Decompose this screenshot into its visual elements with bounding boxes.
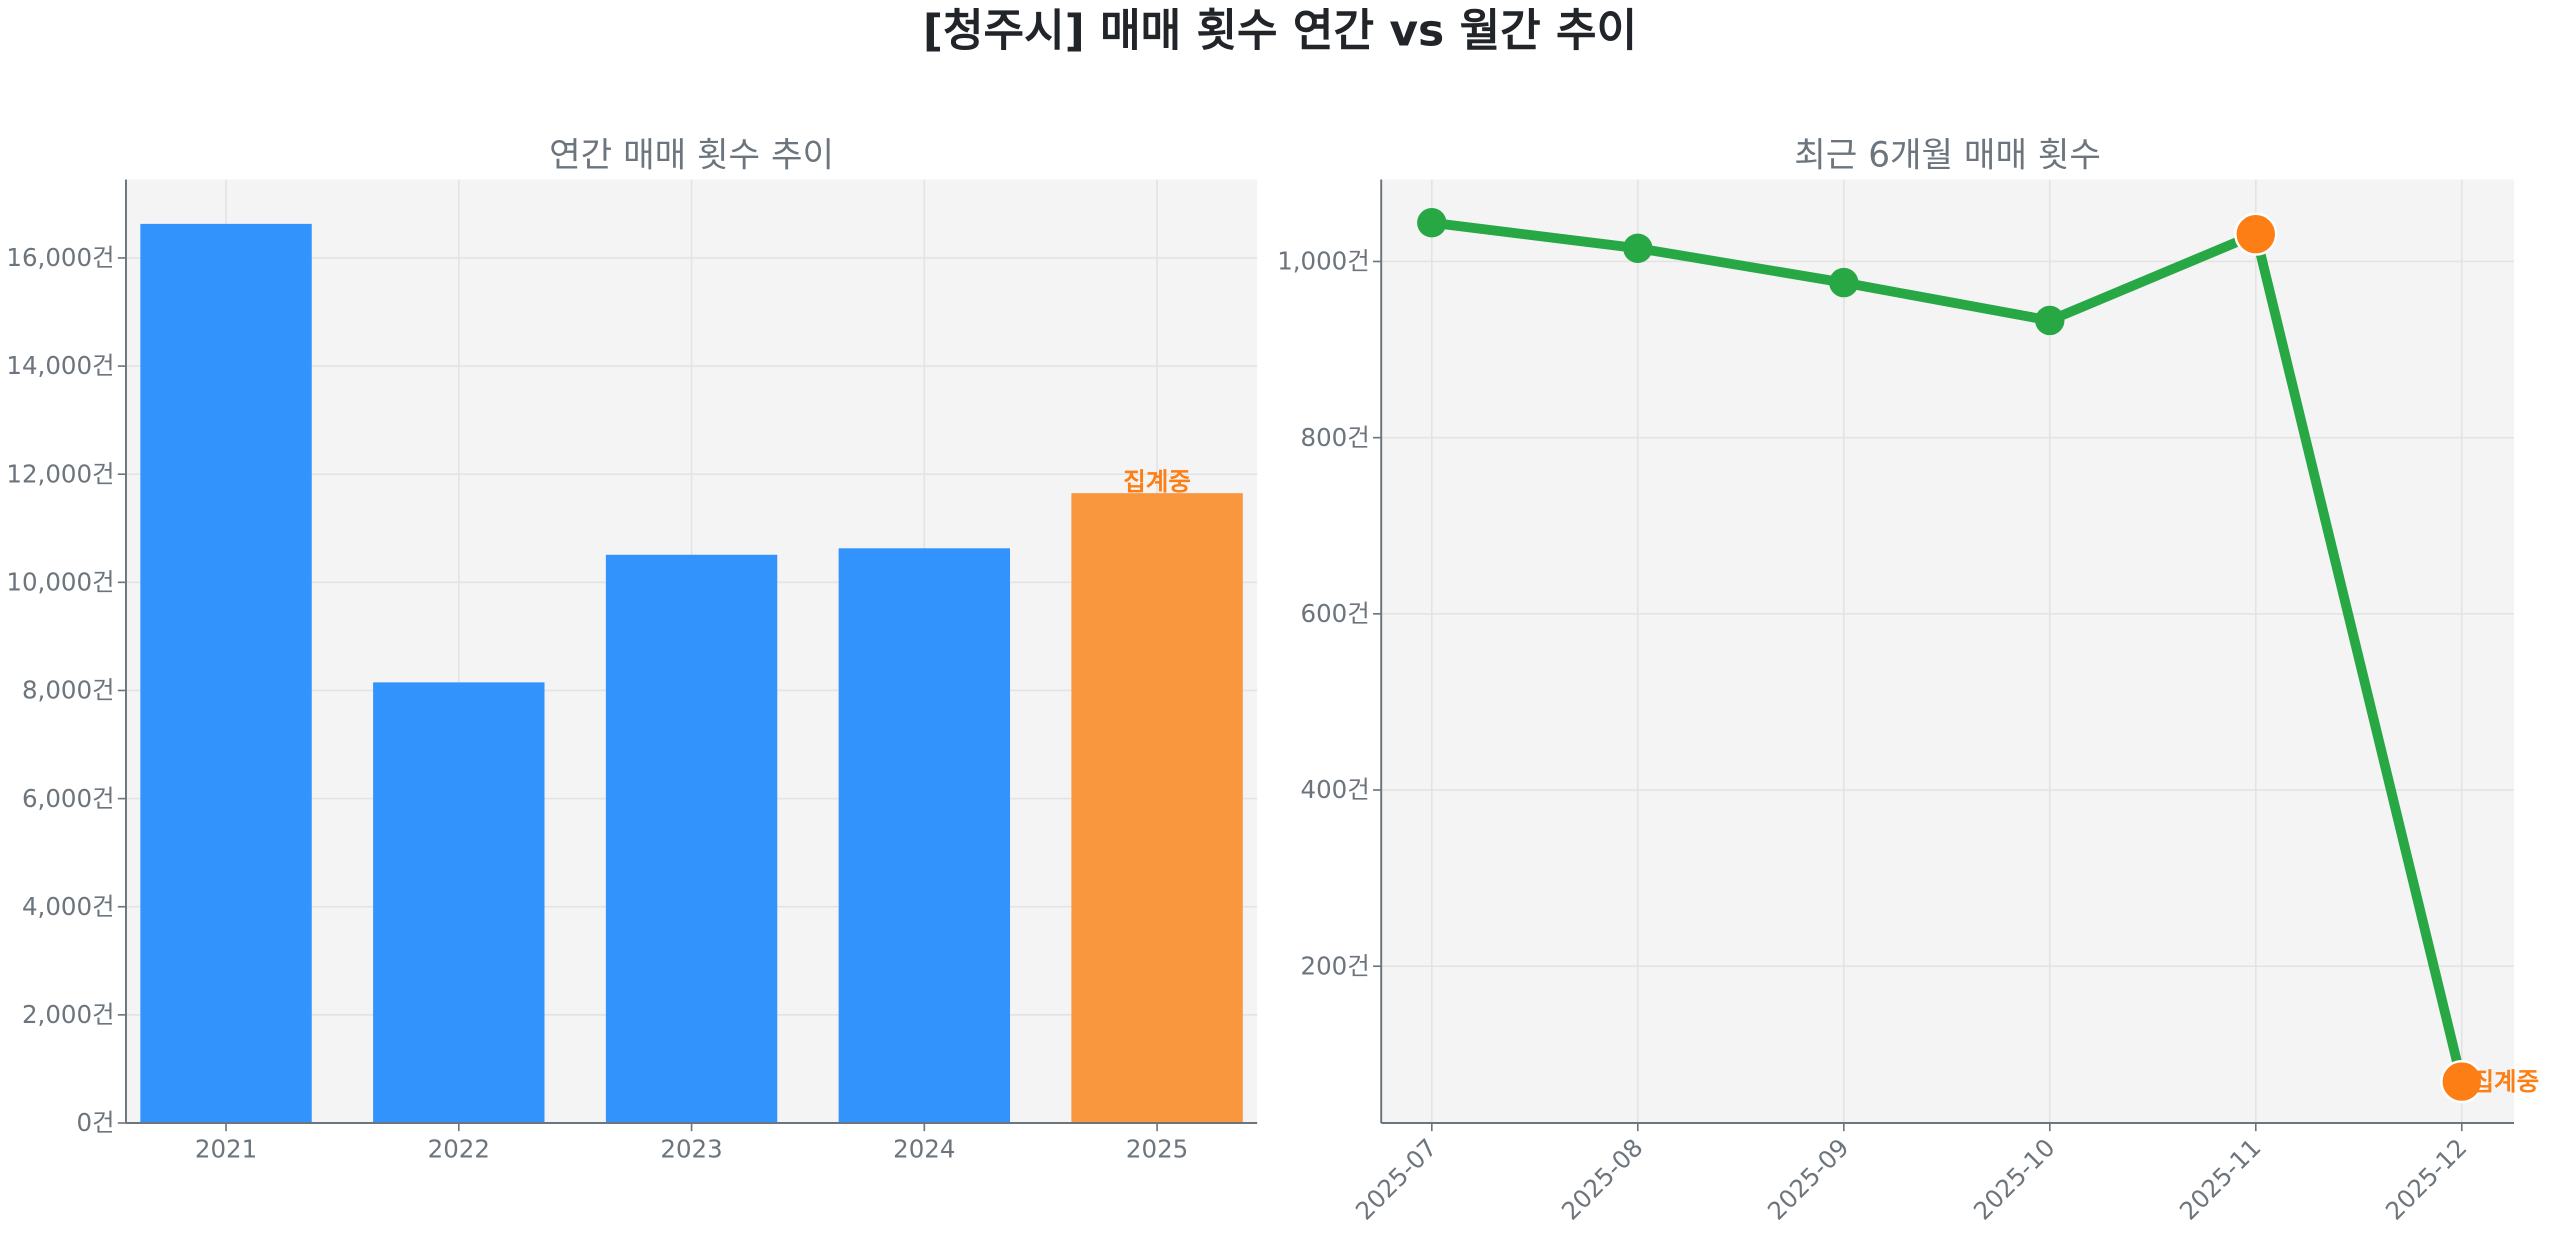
point-2025-08: [1623, 233, 1653, 263]
x-tick-label: 2021: [195, 1134, 257, 1163]
bar-2022: [373, 682, 545, 1124]
point-2025-12: [2440, 1059, 2484, 1104]
point-2025-10: [2035, 305, 2065, 336]
plot-area: [1381, 179, 2514, 1124]
y-tick-label: 400건: [1301, 775, 1370, 804]
x-tick-label: 2025-08: [1556, 1133, 1649, 1226]
y-tick-label: 1,000건: [1277, 247, 1370, 276]
partial-annotation: 집계중: [2472, 1067, 2540, 1096]
x-tick-label: 2023: [660, 1134, 722, 1163]
bar-2025: [1071, 493, 1243, 1124]
x-tick-label: 2025: [1126, 1134, 1188, 1163]
bar-2024: [838, 548, 1011, 1124]
y-tick-label: 4,000건: [22, 892, 115, 921]
y-tick-label: 14,000건: [6, 351, 114, 380]
annual-bar-chart: 0건 2,000건 4,000건 6,000건 8,000건 10,000건 12,000건…: [6, 135, 1258, 1163]
x-tick-label: 2025-11: [2174, 1133, 2267, 1226]
bar-2023: [605, 554, 778, 1124]
point-2025-11: [2234, 212, 2278, 256]
subplot-title: 연간 매매 횟수 추이: [549, 135, 834, 175]
point-2025-07: [1417, 208, 1447, 238]
x-tick-label: 2025-07: [1350, 1133, 1443, 1226]
y-tick-label: 10,000건: [6, 568, 114, 597]
x-tick-label: 2022: [428, 1134, 490, 1163]
figure-title: [청주시] 매매 횟수 연간 vs 월간 추이: [923, 6, 1637, 57]
y-tick-label: 600건: [1301, 599, 1370, 628]
y-tick-label: 12,000건: [6, 459, 114, 488]
partial-annotation: 집계중: [1123, 467, 1191, 496]
subplot-title: 최근 6개월 매매 횟수: [1794, 135, 2101, 175]
y-tick-label: 16,000건: [6, 243, 114, 272]
x-tick-label: 2024: [893, 1134, 955, 1163]
series-line: [1431, 217, 2467, 1083]
monthly-line-chart: 200건 400건 600건 800건 1,000건 최근 6개월 매매 횟수 2025-0…: [1277, 135, 2539, 1225]
y-tick-label: 6,000건: [22, 784, 115, 813]
y-tick-label: 800건: [1301, 423, 1370, 452]
y-tick-label: 8,000건: [22, 676, 115, 705]
x-tick-label: 2025-09: [1762, 1133, 1855, 1226]
y-tick-label: 200건: [1301, 951, 1370, 980]
point-2025-09: [1829, 267, 1859, 298]
y-tick-label: 2,000건: [22, 1000, 115, 1029]
bar-2021: [140, 223, 312, 1124]
x-tick-label: 2025-10: [1968, 1133, 2061, 1226]
x-tick-label: 2025-12: [2380, 1133, 2473, 1226]
y-tick-label: 0건: [76, 1108, 114, 1137]
